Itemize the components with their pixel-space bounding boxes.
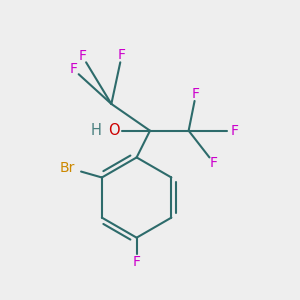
Text: F: F	[78, 49, 86, 63]
Text: F: F	[69, 62, 77, 76]
Text: Br: Br	[60, 161, 75, 175]
Text: F: F	[192, 87, 200, 101]
Text: O: O	[108, 123, 119, 138]
Text: F: F	[118, 48, 126, 62]
Text: F: F	[231, 124, 239, 138]
Text: F: F	[210, 156, 218, 170]
Text: F: F	[133, 255, 141, 269]
Text: H: H	[91, 123, 102, 138]
